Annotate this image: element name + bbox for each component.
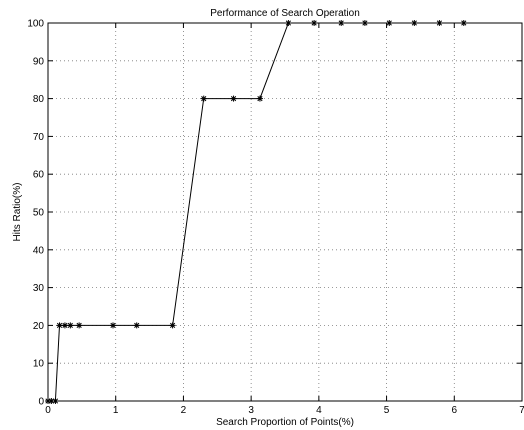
x-tick-label: 1	[113, 405, 119, 416]
y-tick-label: 80	[33, 94, 45, 105]
x-tick-label: 2	[181, 405, 187, 416]
data-point	[230, 95, 237, 102]
y-tick-label: 100	[27, 19, 44, 30]
data-point	[460, 20, 467, 26]
data-point	[169, 322, 176, 329]
data-point	[338, 20, 345, 26]
y-tick-label: 40	[33, 245, 45, 256]
data-point	[436, 20, 443, 26]
data-point	[256, 95, 263, 102]
data-point	[285, 20, 292, 26]
y-tick-label: 30	[33, 283, 45, 294]
data-point	[56, 322, 63, 329]
x-tick-label: 4	[316, 405, 322, 416]
data-series	[45, 20, 467, 404]
y-tick-label: 70	[33, 132, 45, 143]
data-point	[76, 322, 83, 329]
data-point	[361, 20, 368, 26]
data-point	[61, 322, 68, 329]
x-tick-label: 5	[384, 405, 390, 416]
chart-title: Performance of Search Operation	[210, 8, 360, 19]
y-tick-label: 0	[38, 397, 44, 408]
y-tick-label: 50	[33, 208, 45, 219]
x-axis-label: Search Proportion of Points(%)	[216, 417, 354, 428]
series-line	[48, 22, 464, 402]
data-point	[52, 398, 59, 404]
grid-lines	[48, 23, 522, 401]
x-tick-label: 0	[45, 405, 51, 416]
data-point	[67, 322, 74, 329]
y-tick-label: 10	[33, 359, 45, 370]
data-point	[200, 95, 207, 102]
data-point	[386, 20, 393, 26]
x-tick-label: 3	[248, 405, 254, 416]
y-tick-label: 20	[33, 321, 45, 332]
y-axis-label: Hits Ratio(%)	[12, 183, 23, 242]
y-tick-label: 60	[33, 170, 45, 181]
data-point	[133, 322, 140, 329]
data-point	[311, 20, 318, 26]
y-tick-label: 90	[33, 56, 45, 67]
x-tick-label: 7	[519, 405, 524, 416]
x-tick-label: 6	[452, 405, 458, 416]
data-point	[411, 20, 418, 26]
data-point	[110, 322, 117, 329]
